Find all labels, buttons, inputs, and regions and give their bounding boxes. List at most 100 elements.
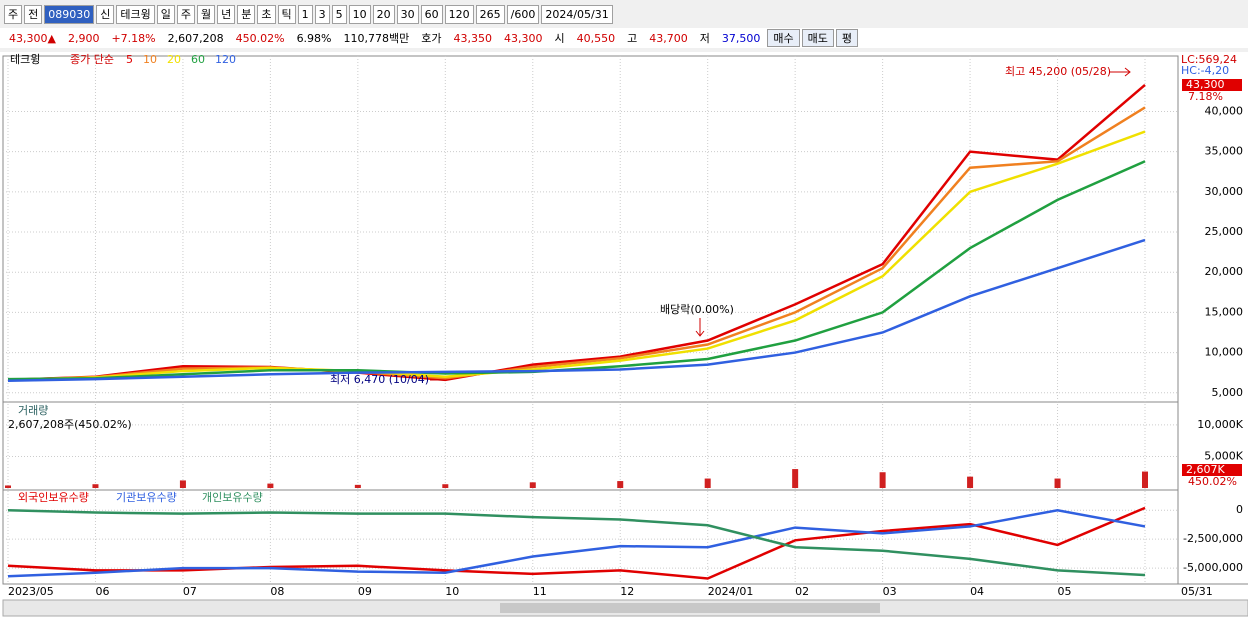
volume-bar [967, 476, 974, 488]
toolbar-item[interactable]: 일 [156, 4, 175, 24]
quote-item: 시 [554, 32, 565, 45]
toolbar-item[interactable]: 신 [96, 4, 115, 24]
quote-item: 고 [627, 32, 638, 45]
quote-item: 43,700 [649, 31, 688, 45]
y-tick-label: 10,000K [1197, 418, 1243, 431]
toolbar-item[interactable]: 089030 [44, 4, 95, 24]
quote-bar: 43,300▲ 2,900 +7.18% 2,607,208 450.02% 6.98% 1… [0, 28, 1248, 48]
y-tick-label: -5,000,000 [1183, 561, 1243, 574]
last-volume: 2,607K [1186, 463, 1225, 476]
x-tick-label: 02 [795, 585, 809, 598]
toolbar-item[interactable]: 분 [237, 4, 256, 24]
quote-item[interactable]: 평 [835, 29, 858, 47]
toolbar-item[interactable]: 3 [314, 4, 330, 24]
volume-bar [267, 483, 274, 488]
panel-frame [2, 55, 1179, 403]
legend-entry: 10 [143, 53, 157, 66]
volume-bar [704, 478, 711, 488]
series-line [7, 83, 1146, 382]
scroll-thumb [500, 603, 880, 613]
annotation: 배당락(0.00%) [660, 303, 734, 316]
panel-frame [2, 401, 1179, 491]
y-tick-label: 0 [1236, 503, 1243, 516]
volume-ratio: 450.02% [1188, 475, 1237, 488]
toolbar-item[interactable]: 틱 [277, 4, 296, 24]
toolbar-item[interactable]: 전 [24, 4, 43, 24]
legend-entry: 5 [126, 53, 133, 66]
x-tick-label: 03 [883, 585, 897, 598]
quote-item[interactable]: 매도 [801, 29, 834, 47]
volume-bar [792, 469, 799, 488]
legend-title: 종가 단순 [70, 53, 114, 66]
toolbar-item[interactable]: 60 [420, 4, 443, 24]
quote-item: 호가 [421, 32, 442, 45]
toolbar-item[interactable]: 30 [396, 4, 419, 24]
volume-bar [5, 485, 11, 488]
quote-item: 저 [699, 32, 710, 45]
series-line [7, 238, 1146, 382]
x-tick-label: 08 [270, 585, 284, 598]
toolbar-item[interactable]: 년 [217, 4, 236, 24]
toolbar-item[interactable]: 2024/05/31 [541, 4, 613, 24]
last-price-box [1182, 79, 1242, 91]
y-tick-label: 10,000 [1205, 346, 1244, 359]
quote-item: 43,300 [504, 31, 543, 45]
x-tick-label: 2024/01 [708, 585, 754, 598]
quote-item: 2,900 [67, 31, 100, 45]
x-tick-label: 07 [183, 585, 197, 598]
y-tick-label: 40,000 [1205, 104, 1244, 117]
lc-label: LC:569,24 [1181, 53, 1237, 66]
quote-item: 43,300▲ [9, 31, 56, 45]
x-tick-label: 06 [95, 585, 109, 598]
change-label: 7.18% [1188, 90, 1223, 103]
volume-bar [179, 480, 186, 488]
toolbar-item[interactable]: 10 [348, 4, 371, 24]
quote-item: 37,500 [721, 31, 761, 45]
quote-item: +7.18% [111, 31, 156, 45]
toolbar-item[interactable]: 265 [475, 4, 505, 24]
toolbar-item[interactable]: 월 [197, 4, 216, 24]
y-tick-label: 35,000 [1205, 145, 1244, 158]
legend-entry: 외국인보유수량 [18, 491, 89, 504]
quote-item: 450.02% [235, 31, 285, 45]
toolbar-item[interactable]: 1 [297, 4, 313, 24]
quote-item: 110,778백만 [343, 32, 410, 45]
series-line [7, 160, 1146, 381]
chart: 2023/05 06 07 08 09 10 11 12 2024/01 02 03 04 05 05/3… [0, 52, 1248, 621]
volume-bar [617, 481, 624, 488]
quote-item: 40,550 [576, 31, 616, 45]
legend-entry: 60 [191, 53, 205, 66]
toolbar-item[interactable]: 테크윙 [116, 4, 155, 24]
y-tick-label: 25,000 [1205, 225, 1244, 238]
panel-title: 거래량 [18, 404, 48, 417]
toolbar-item[interactable]: /600 [506, 4, 540, 24]
toolbar-item[interactable]: 주 [4, 4, 23, 24]
y-tick-label: 5,000 [1212, 386, 1244, 399]
annotation: 최고 45,200 (05/28) [1005, 65, 1111, 78]
annotation: 최저 6,470 (10/04) [330, 373, 429, 386]
toolbar-item[interactable]: 주 [176, 4, 195, 24]
y-tick-label: 5,000K [1204, 449, 1243, 462]
x-tick-label: 05 [1058, 585, 1072, 598]
legend-entry: 120 [215, 53, 236, 66]
quote-item[interactable]: 매수 [767, 29, 800, 47]
volume-bar [442, 484, 449, 488]
x-tick-label: 09 [358, 585, 372, 598]
series-line [7, 106, 1146, 382]
panel-subtitle: 2,607,208주(450.02%) [8, 418, 132, 431]
volume-bar [92, 484, 99, 488]
toolbar-item[interactable]: 120 [444, 4, 474, 24]
hc-label: HC:-4,20 [1181, 64, 1229, 77]
x-tick-label: 11 [533, 585, 547, 598]
tab-label: 테크윙 [10, 53, 40, 66]
annotation-arrow [430, 67, 1131, 381]
toolbar-item[interactable]: 초 [257, 4, 276, 24]
x-tick-label: 10 [445, 585, 459, 598]
volume-bar [879, 472, 886, 488]
toolbar-item[interactable]: 20 [372, 4, 395, 24]
x-tick-label: 04 [970, 585, 984, 598]
volume-bar [529, 482, 536, 488]
y-tick-label: -2,500,000 [1183, 532, 1243, 545]
y-tick-label: 30,000 [1205, 185, 1244, 198]
toolbar-item[interactable]: 5 [331, 4, 347, 24]
